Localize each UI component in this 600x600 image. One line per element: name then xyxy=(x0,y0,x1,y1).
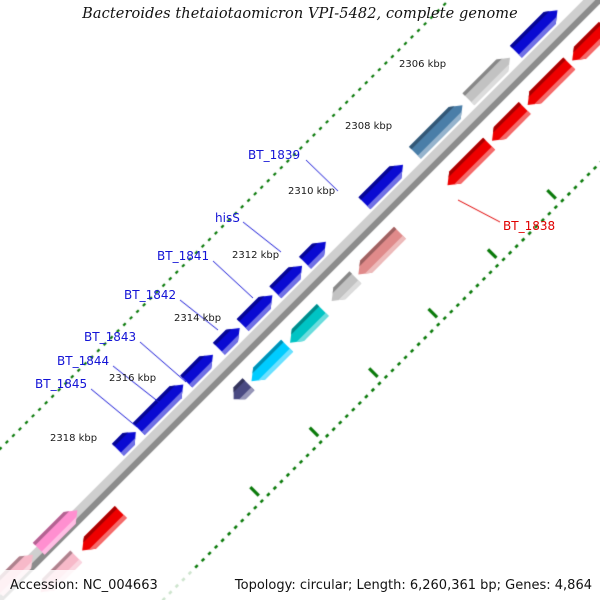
label-bt-1841[interactable]: BT_1841 xyxy=(157,249,210,263)
page-title: Bacteroides thetaiotaomicron VPI-5482, c… xyxy=(82,6,518,22)
tick-2306: 2306 kbp xyxy=(399,59,447,70)
status-bar: Accession: NC_004663 Topology: circular;… xyxy=(0,570,600,600)
label-bt-1844[interactable]: BT_1844 xyxy=(57,354,110,368)
tick-2310: 2310 kbp xyxy=(288,186,336,197)
tick-2314: 2314 kbp xyxy=(174,313,222,324)
label-bt-1843[interactable]: BT_1843 xyxy=(84,330,137,344)
tick-2308: 2308 kbp xyxy=(345,121,393,132)
label-bt-1842[interactable]: BT_1842 xyxy=(124,288,177,302)
tick-2318: 2318 kbp xyxy=(50,433,98,444)
topology-text: Topology: circular; Length: 6,260,361 bp… xyxy=(234,578,592,593)
tick-2316: 2316 kbp xyxy=(109,373,157,384)
accession-text: Accession: NC_004663 xyxy=(10,578,158,593)
label-hiss[interactable]: hisS xyxy=(215,211,240,225)
tick-2312: 2312 kbp xyxy=(232,250,280,261)
label-bt-1838[interactable]: BT_1838 xyxy=(503,219,556,233)
label-bt-1839[interactable]: BT_1839 xyxy=(248,148,301,162)
label-bt-1845[interactable]: BT_1845 xyxy=(35,377,88,391)
